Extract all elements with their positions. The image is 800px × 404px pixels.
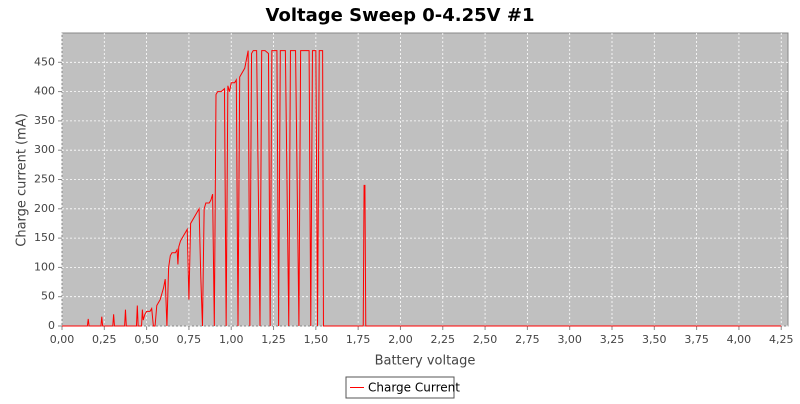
x-tick-label: 4,00 xyxy=(727,333,752,346)
x-tick-label: 3,25 xyxy=(600,333,625,346)
y-tick-label: 100 xyxy=(34,260,55,273)
x-tick-label: 4,25 xyxy=(769,333,794,346)
y-tick-label: 200 xyxy=(34,202,55,215)
series-line xyxy=(62,50,782,327)
x-tick-label: 0,25 xyxy=(92,333,117,346)
y-tick-label: 50 xyxy=(41,290,55,303)
x-tick-label: 1,50 xyxy=(304,333,329,346)
y-tick-label: 0 xyxy=(48,319,55,332)
y-tick-label: 300 xyxy=(34,143,55,156)
x-tick-label: 2,75 xyxy=(515,333,540,346)
x-tick-label: 1,25 xyxy=(261,333,286,346)
y-axis-label: Charge current (mA) xyxy=(15,113,30,247)
y-tick-label: 400 xyxy=(34,85,55,98)
x-tick-label: 2,50 xyxy=(473,333,498,346)
x-tick-label: 2,00 xyxy=(388,333,413,346)
chart-title: Voltage Sweep 0-4.25V #1 xyxy=(266,5,535,26)
legend-label: Charge Current xyxy=(368,381,460,395)
x-tick-label: 0,00 xyxy=(50,333,75,346)
x-tick-label: 0,50 xyxy=(134,333,159,346)
y-tick-label: 250 xyxy=(34,173,55,186)
x-tick-label: 3,00 xyxy=(557,333,582,346)
y-tick-label: 150 xyxy=(34,231,55,244)
x-tick-label: 1,75 xyxy=(346,333,371,346)
x-tick-label: 3,50 xyxy=(642,333,667,346)
x-tick-label: 2,25 xyxy=(431,333,456,346)
x-tick-label: 3,75 xyxy=(684,333,709,346)
y-tick-label: 450 xyxy=(34,55,55,68)
x-tick-label: 1,00 xyxy=(219,333,244,346)
x-axis-label: Battery voltage xyxy=(375,354,476,369)
x-tick-label: 0,75 xyxy=(177,333,202,346)
y-tick-label: 350 xyxy=(34,114,55,127)
legend-box xyxy=(345,376,455,399)
